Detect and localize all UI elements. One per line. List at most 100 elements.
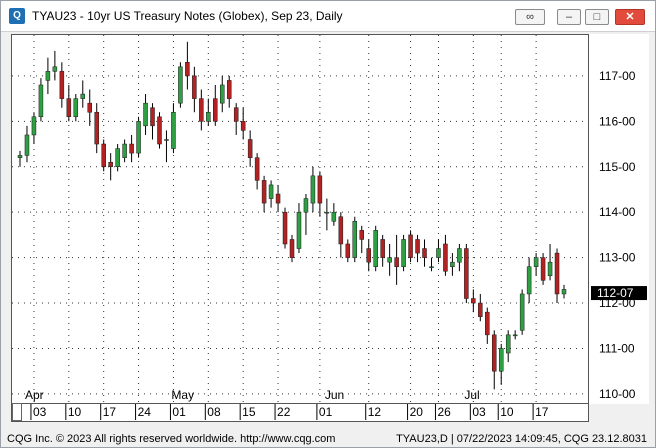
candle-body-up bbox=[38, 84, 44, 118]
candle-body-down bbox=[108, 161, 113, 168]
day-label: 15 bbox=[242, 405, 256, 419]
candle-body-up bbox=[512, 334, 518, 337]
candle bbox=[108, 153, 113, 181]
candle bbox=[436, 239, 441, 263]
candle-body-up bbox=[561, 289, 567, 295]
candle bbox=[526, 257, 532, 304]
candle bbox=[31, 112, 37, 145]
candle bbox=[220, 75, 225, 113]
candle-body-down bbox=[213, 98, 218, 122]
candle bbox=[498, 343, 504, 385]
candle-body-down bbox=[247, 139, 253, 158]
candle bbox=[101, 139, 106, 172]
candle-body-down bbox=[540, 257, 546, 281]
candle bbox=[505, 330, 511, 363]
candle bbox=[303, 194, 309, 235]
candle-body-down bbox=[150, 107, 155, 127]
candle bbox=[478, 293, 483, 322]
candle-body-down bbox=[129, 143, 134, 154]
candle-body-down bbox=[464, 248, 469, 299]
candle bbox=[185, 41, 190, 90]
month-label: Jul bbox=[464, 388, 479, 402]
candle bbox=[45, 57, 51, 95]
day-label: 17 bbox=[535, 405, 549, 419]
candle bbox=[331, 203, 337, 226]
candle bbox=[422, 239, 427, 267]
candle bbox=[226, 75, 232, 108]
candle-body-down bbox=[345, 243, 351, 258]
candle-body-down bbox=[408, 234, 413, 258]
candle-body-down bbox=[87, 102, 92, 113]
candle bbox=[24, 125, 30, 163]
candle-body-down bbox=[485, 311, 490, 336]
candle-body-down bbox=[282, 211, 288, 245]
candle bbox=[143, 94, 148, 135]
candle bbox=[136, 116, 141, 158]
candle-body-down bbox=[94, 111, 99, 145]
candlestick-chart[interactable]: Apr May Jun Jul bbox=[12, 35, 588, 403]
candle-body-down bbox=[338, 216, 344, 245]
day-label: 03 bbox=[33, 405, 47, 419]
last-price-marker bbox=[591, 286, 647, 301]
candle-body-up bbox=[429, 266, 434, 268]
scroll-handle[interactable] bbox=[12, 403, 22, 421]
candle-body-up bbox=[331, 211, 337, 222]
candle bbox=[199, 89, 204, 131]
candle bbox=[317, 171, 323, 217]
candle-body-up bbox=[17, 155, 23, 158]
candle bbox=[254, 153, 260, 190]
candle-body-up bbox=[533, 257, 539, 267]
price-tick-label: 117-00 bbox=[599, 69, 636, 83]
candle-body-up bbox=[220, 84, 225, 104]
candle bbox=[206, 98, 211, 126]
day-label: 22 bbox=[277, 405, 291, 419]
price-axis[interactable]: 117-00 116-00 115-00 114-00 113-00 112-00 111-… bbox=[589, 34, 649, 404]
copyright-text: CQG Inc. © 2023 All rights reserved worl… bbox=[7, 433, 336, 445]
day-label: 26 bbox=[437, 405, 451, 419]
candle bbox=[387, 243, 392, 276]
candle bbox=[87, 89, 92, 126]
minimize-icon[interactable]: – bbox=[557, 9, 581, 25]
candle bbox=[380, 234, 385, 267]
price-tick-label: 115-00 bbox=[599, 160, 636, 174]
candle-body-up bbox=[498, 348, 504, 372]
candle-body-down bbox=[394, 257, 399, 267]
chart-plot-area[interactable]: Apr May Jun Jul bbox=[11, 34, 589, 404]
day-label: 03 bbox=[472, 405, 486, 419]
title-bar[interactable]: Q TYAU23 - 10yr US Treasury Notes (Globe… bbox=[1, 1, 655, 32]
candle-body-up bbox=[268, 184, 274, 199]
candle bbox=[471, 289, 476, 313]
candle bbox=[373, 225, 378, 272]
candle bbox=[429, 257, 434, 272]
maximize-icon[interactable]: □ bbox=[585, 9, 609, 25]
candle bbox=[17, 150, 23, 167]
close-icon[interactable]: ✕ bbox=[615, 9, 645, 25]
candle-body-down bbox=[275, 193, 281, 204]
candle bbox=[394, 234, 399, 285]
candle-body-down bbox=[289, 239, 295, 258]
month-label: Jun bbox=[325, 388, 344, 402]
candle-body-down bbox=[359, 230, 364, 240]
candle-body-up bbox=[164, 139, 169, 141]
date-axis[interactable]: 03 10 17 24 01 08 15 22 01 12 20 26 03 10 17 bbox=[11, 404, 589, 422]
link-icon[interactable]: ∞ bbox=[515, 9, 545, 25]
candle bbox=[80, 80, 86, 108]
price-tick-label: 113-00 bbox=[599, 251, 636, 265]
candle-body-down bbox=[157, 116, 162, 145]
candle bbox=[533, 253, 539, 276]
candle-body-down bbox=[254, 157, 260, 181]
candle-body-down bbox=[554, 252, 560, 295]
price-axis-svg: 117-00116-00115-00114-00113-00112-00111-… bbox=[591, 69, 647, 401]
candle bbox=[213, 84, 218, 126]
date-axis-svg: 03 10 17 24 01 08 15 22 01 12 20 26 03 10 17 bbox=[30, 404, 549, 420]
candle bbox=[324, 198, 330, 231]
day-label: 01 bbox=[319, 405, 333, 419]
window-title: TYAU23 - 10yr US Treasury Notes (Globex)… bbox=[32, 9, 343, 23]
candle-body-down bbox=[261, 180, 267, 204]
candle bbox=[540, 253, 546, 285]
candle-body-down bbox=[66, 98, 72, 118]
candle bbox=[59, 62, 65, 108]
day-label: 20 bbox=[410, 405, 424, 419]
price-tick-label: 114-00 bbox=[599, 205, 636, 219]
candle bbox=[359, 225, 364, 254]
